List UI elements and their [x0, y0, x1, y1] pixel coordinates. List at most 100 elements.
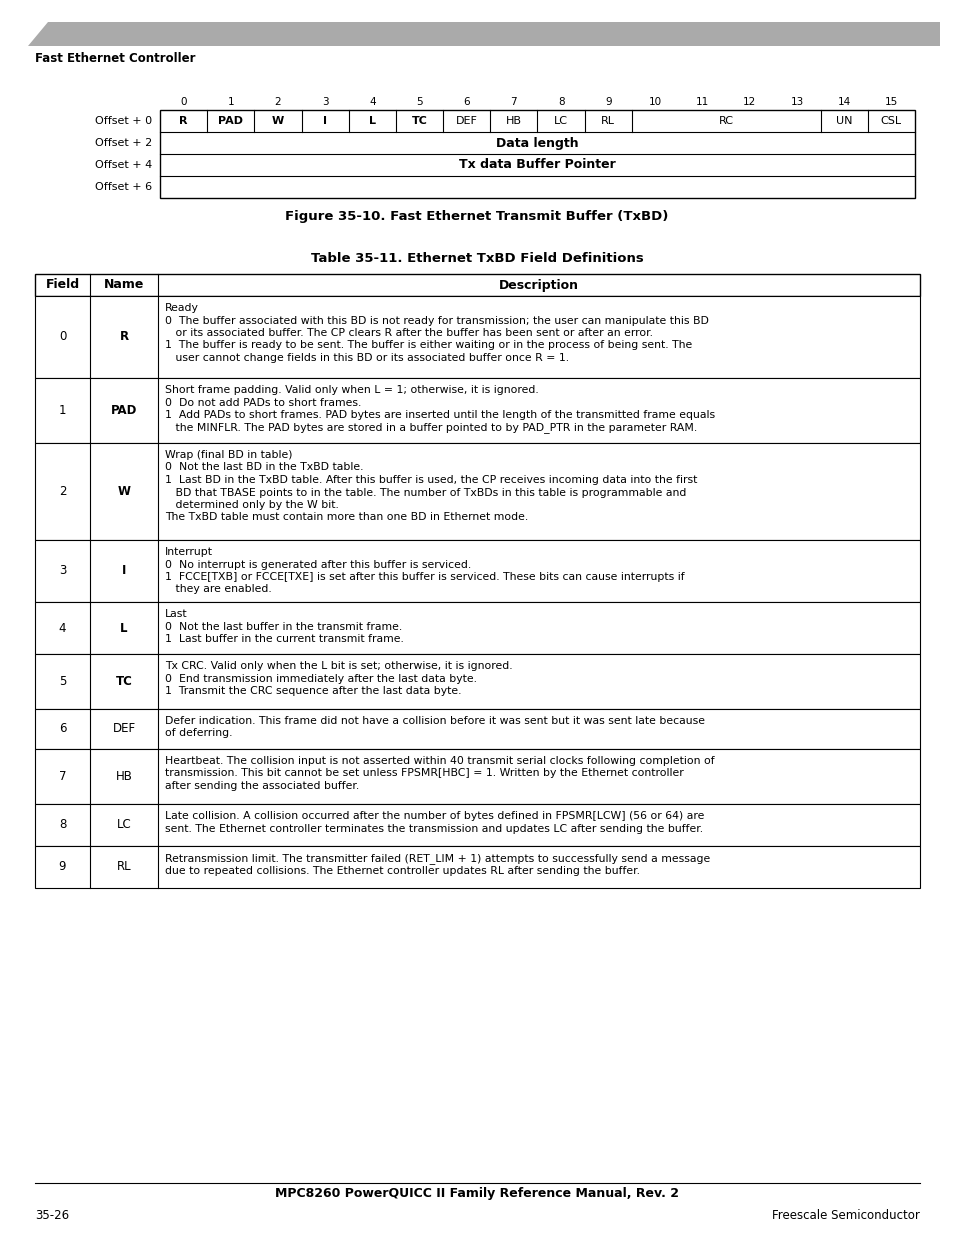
Text: 15: 15: [883, 98, 897, 107]
Text: CSL: CSL: [880, 116, 901, 126]
Text: Late collision. A collision occurred after the number of bytes defined in FPSMR[: Late collision. A collision occurred aft…: [165, 811, 703, 821]
Text: 8: 8: [59, 819, 66, 831]
Text: LC: LC: [116, 819, 132, 831]
Text: DEF: DEF: [112, 722, 135, 736]
Text: Short frame padding. Valid only when L = 1; otherwise, it is ignored.: Short frame padding. Valid only when L =…: [165, 385, 538, 395]
Text: Retransmission limit. The transmitter failed (RET_LIM + 1) attempts to successfu: Retransmission limit. The transmitter fa…: [165, 853, 709, 864]
Text: Offset + 0: Offset + 0: [94, 116, 152, 126]
Text: or its associated buffer. The CP clears R after the buffer has been sent or afte: or its associated buffer. The CP clears …: [165, 329, 652, 338]
Bar: [35, 804, 919, 846]
Text: 7: 7: [59, 769, 66, 783]
Text: 6: 6: [59, 722, 66, 736]
Text: user cannot change fields in this BD or its associated buffer once R = 1.: user cannot change fields in this BD or …: [165, 353, 569, 363]
Text: 2: 2: [274, 98, 281, 107]
Text: 0  Do not add PADs to short frames.: 0 Do not add PADs to short frames.: [165, 398, 361, 408]
Text: determined only by the W bit.: determined only by the W bit.: [165, 500, 338, 510]
Text: W: W: [117, 485, 131, 498]
Text: 0  Not the last buffer in the transmit frame.: 0 Not the last buffer in the transmit fr…: [165, 621, 402, 631]
Text: HB: HB: [505, 116, 521, 126]
Text: LC: LC: [554, 116, 567, 126]
Text: 2: 2: [59, 485, 66, 498]
Text: transmission. This bit cannot be set unless FPSMR[HBC] = 1. Written by the Ether: transmission. This bit cannot be set unl…: [165, 768, 683, 778]
Text: PAD: PAD: [218, 116, 243, 126]
Text: 9: 9: [604, 98, 611, 107]
Text: 4: 4: [59, 621, 66, 635]
Text: Tx data Buffer Pointer: Tx data Buffer Pointer: [458, 158, 616, 172]
Text: 0  End transmission immediately after the last data byte.: 0 End transmission immediately after the…: [165, 673, 476, 683]
Text: R: R: [179, 116, 188, 126]
Text: I: I: [122, 564, 126, 578]
Text: 1  The buffer is ready to be sent. The buffer is either waiting or in the proces: 1 The buffer is ready to be sent. The bu…: [165, 341, 692, 351]
Text: Freescale Semiconductor: Freescale Semiconductor: [771, 1209, 919, 1221]
Text: 1: 1: [227, 98, 233, 107]
Text: Tx CRC. Valid only when the L bit is set; otherwise, it is ignored.: Tx CRC. Valid only when the L bit is set…: [165, 661, 512, 671]
Text: Offset + 4: Offset + 4: [94, 161, 152, 170]
Bar: [35, 540, 919, 601]
Text: 1  Transmit the CRC sequence after the last data byte.: 1 Transmit the CRC sequence after the la…: [165, 685, 461, 697]
Text: 0  Not the last BD in the TxBD table.: 0 Not the last BD in the TxBD table.: [165, 462, 363, 473]
Text: TC: TC: [411, 116, 427, 126]
Text: 10: 10: [648, 98, 661, 107]
Text: 1  Last BD in the TxBD table. After this buffer is used, the CP receives incomin: 1 Last BD in the TxBD table. After this …: [165, 475, 697, 485]
Text: Table 35-11. Ethernet TxBD Field Definitions: Table 35-11. Ethernet TxBD Field Definit…: [311, 252, 642, 266]
Bar: [35, 274, 919, 296]
Text: Offset + 6: Offset + 6: [94, 182, 152, 191]
Text: 0: 0: [180, 98, 187, 107]
Text: DEF: DEF: [456, 116, 477, 126]
Text: Defer indication. This frame did not have a collision before it was sent but it : Defer indication. This frame did not hav…: [165, 716, 704, 726]
Bar: [35, 296, 919, 378]
Text: 1  Last buffer in the current transmit frame.: 1 Last buffer in the current transmit fr…: [165, 634, 403, 643]
Text: due to repeated collisions. The Ethernet controller updates RL after sending the: due to repeated collisions. The Ethernet…: [165, 866, 639, 876]
Text: Offset + 2: Offset + 2: [94, 138, 152, 148]
Bar: [35, 846, 919, 888]
Text: Wrap (final BD in table): Wrap (final BD in table): [165, 450, 293, 459]
Text: Data length: Data length: [496, 137, 578, 149]
Text: 3: 3: [321, 98, 328, 107]
Text: 35-26: 35-26: [35, 1209, 69, 1221]
Bar: [35, 748, 919, 804]
Text: 3: 3: [59, 564, 66, 578]
Bar: [160, 110, 914, 198]
Bar: [35, 601, 919, 655]
Bar: [35, 378, 919, 443]
Text: 13: 13: [790, 98, 802, 107]
Bar: [35, 709, 919, 748]
Text: Figure 35-10. Fast Ethernet Transmit Buffer (TxBD): Figure 35-10. Fast Ethernet Transmit Buf…: [285, 210, 668, 224]
Text: BD that TBASE points to in the table. The number of TxBDs in this table is progr: BD that TBASE points to in the table. Th…: [165, 488, 685, 498]
Text: RL: RL: [116, 861, 132, 873]
Text: I: I: [323, 116, 327, 126]
Text: they are enabled.: they are enabled.: [165, 584, 272, 594]
Text: Interrupt: Interrupt: [165, 547, 213, 557]
Text: L: L: [120, 621, 128, 635]
Text: 1: 1: [59, 404, 66, 417]
Text: 14: 14: [837, 98, 850, 107]
Text: 5: 5: [416, 98, 422, 107]
Bar: [35, 655, 919, 709]
Text: RC: RC: [718, 116, 733, 126]
Text: Name: Name: [104, 279, 144, 291]
Text: Last: Last: [165, 609, 188, 619]
Text: RL: RL: [600, 116, 615, 126]
Text: W: W: [272, 116, 284, 126]
Text: MPC8260 PowerQUICC II Family Reference Manual, Rev. 2: MPC8260 PowerQUICC II Family Reference M…: [274, 1187, 679, 1200]
Text: The TxBD table must contain more than one BD in Ethernet mode.: The TxBD table must contain more than on…: [165, 513, 528, 522]
Text: the MINFLR. The PAD bytes are stored in a buffer pointed to by PAD_PTR in the pa: the MINFLR. The PAD bytes are stored in …: [165, 422, 697, 433]
Text: R: R: [119, 331, 129, 343]
Text: 0: 0: [59, 331, 66, 343]
Polygon shape: [28, 22, 939, 46]
Text: UN: UN: [835, 116, 852, 126]
Text: 12: 12: [742, 98, 756, 107]
Text: Fast Ethernet Controller: Fast Ethernet Controller: [35, 52, 195, 65]
Text: HB: HB: [115, 769, 132, 783]
Text: sent. The Ethernet controller terminates the transmission and updates LC after s: sent. The Ethernet controller terminates…: [165, 824, 702, 834]
Text: Ready: Ready: [165, 303, 198, 312]
Text: Heartbeat. The collision input is not asserted within 40 transmit serial clocks : Heartbeat. The collision input is not as…: [165, 756, 714, 766]
Text: 7: 7: [510, 98, 517, 107]
Text: 0  The buffer associated with this BD is not ready for transmission; the user ca: 0 The buffer associated with this BD is …: [165, 315, 708, 326]
Text: L: L: [369, 116, 375, 126]
Text: PAD: PAD: [111, 404, 137, 417]
Text: 9: 9: [59, 861, 66, 873]
Text: 0  No interrupt is generated after this buffer is serviced.: 0 No interrupt is generated after this b…: [165, 559, 471, 569]
Text: 1  FCCE[TXB] or FCCE[TXE] is set after this buffer is serviced. These bits can c: 1 FCCE[TXB] or FCCE[TXE] is set after th…: [165, 572, 684, 582]
Text: 8: 8: [558, 98, 564, 107]
